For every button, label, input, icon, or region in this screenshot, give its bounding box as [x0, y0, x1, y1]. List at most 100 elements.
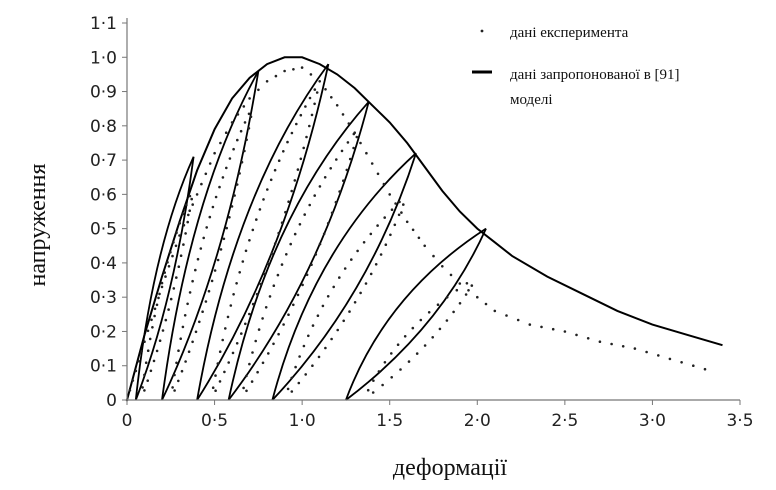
experiment-point [383, 216, 387, 219]
experiment-point [304, 105, 307, 108]
experiment-point [143, 373, 146, 377]
experiment-point [232, 147, 235, 151]
experiment-point [247, 127, 251, 130]
experiment-point [330, 96, 333, 99]
experiment-point [286, 387, 290, 391]
experiment-point [240, 160, 244, 164]
experiment-point [348, 157, 352, 161]
experiment-point [586, 337, 590, 340]
experiment-point [290, 390, 294, 393]
experiment-point [181, 212, 185, 216]
experiment-point [296, 168, 300, 171]
experiment-point [229, 304, 233, 307]
experiment-point [155, 349, 159, 353]
experiment-point [261, 361, 265, 365]
experiment-point [308, 124, 311, 128]
experiment-point [196, 257, 200, 261]
experiment-point [516, 318, 520, 322]
experiment-point [166, 261, 169, 264]
experiment-point [452, 310, 455, 314]
model-reloading-line [345, 228, 487, 401]
y-tick-label: 1·0 [90, 48, 117, 68]
experiment-point [149, 369, 153, 373]
experiment-point [377, 370, 381, 373]
experiment-point [151, 326, 154, 329]
experiment-point [342, 319, 346, 323]
experiment-point [213, 269, 217, 272]
experiment-point [273, 242, 277, 245]
experiment-point [376, 172, 380, 176]
experiment-point [396, 343, 400, 347]
experiment-point [352, 146, 355, 150]
y-tick-label: 0·2 [90, 322, 117, 342]
experiment-point [200, 182, 203, 186]
experiment-point [161, 329, 165, 332]
experiment-point [318, 80, 322, 83]
experiment-point [254, 339, 257, 343]
experiment-point [276, 273, 280, 277]
experiment-point [134, 369, 138, 373]
experiment-point [575, 333, 578, 337]
experiment-point [505, 314, 508, 317]
experiment-point [235, 282, 238, 285]
x-tick-label: 3·0 [639, 411, 666, 431]
experiment-point [300, 66, 304, 69]
experiment-point [184, 360, 187, 363]
experiment-point [318, 242, 322, 246]
experiment-point [551, 327, 555, 331]
experiment-point [355, 135, 359, 139]
experiment-point [445, 296, 449, 299]
legend: дані експеримента дані запропонованої в … [472, 25, 680, 108]
legend-label-model: дані запропонованої в [91] [510, 67, 680, 83]
experiment-point [316, 314, 320, 318]
experiment-point [298, 223, 302, 226]
experiment-point [191, 203, 194, 206]
experiment-point [187, 213, 190, 217]
experiment-point [326, 295, 330, 298]
experiment-point [265, 80, 269, 83]
experiment-point [657, 354, 660, 357]
experiment-point [256, 370, 259, 374]
experiment-point [266, 262, 270, 266]
experiment-point [610, 342, 613, 346]
experiment-point [221, 176, 225, 179]
experiment-point [370, 162, 374, 165]
experiment-point [190, 197, 193, 201]
y-tick-label: 0 [106, 391, 117, 411]
experiment-point [175, 361, 178, 365]
experiment-point [232, 293, 235, 296]
experiment-point [214, 374, 217, 377]
experiment-point [295, 122, 298, 126]
experiment-point [219, 248, 223, 251]
experiment-point [277, 332, 280, 336]
model-unloading-line [271, 152, 417, 401]
experiment-point [369, 272, 373, 276]
experiment-point [470, 284, 474, 287]
experiment-point [225, 166, 228, 170]
y-tick-label: 0·5 [90, 220, 117, 240]
experiment-point [292, 68, 295, 71]
axes [126, 18, 740, 401]
experiment-point [293, 179, 297, 182]
experiment-point [262, 198, 265, 201]
experiment-point [183, 314, 187, 317]
experiment-point [287, 200, 290, 203]
experiment-point [366, 388, 370, 392]
experiment-point [248, 97, 251, 100]
experiment-point [207, 289, 211, 293]
experiment-point [248, 312, 251, 316]
experiment-point [680, 361, 683, 364]
experiment-point [264, 306, 268, 309]
experiment-point [464, 293, 468, 296]
experiment-point [342, 179, 345, 182]
experiment-point [231, 351, 235, 355]
y-tick-label: 0·9 [90, 83, 117, 103]
experiment-point [294, 365, 297, 369]
x-axis-title: деформації [393, 455, 508, 481]
experiment-point [235, 342, 239, 345]
experiment-point [245, 138, 248, 141]
model-unloading-line [227, 101, 370, 401]
experiment-point [194, 268, 197, 272]
experiment-point [402, 203, 405, 206]
experiment-point [226, 315, 230, 319]
